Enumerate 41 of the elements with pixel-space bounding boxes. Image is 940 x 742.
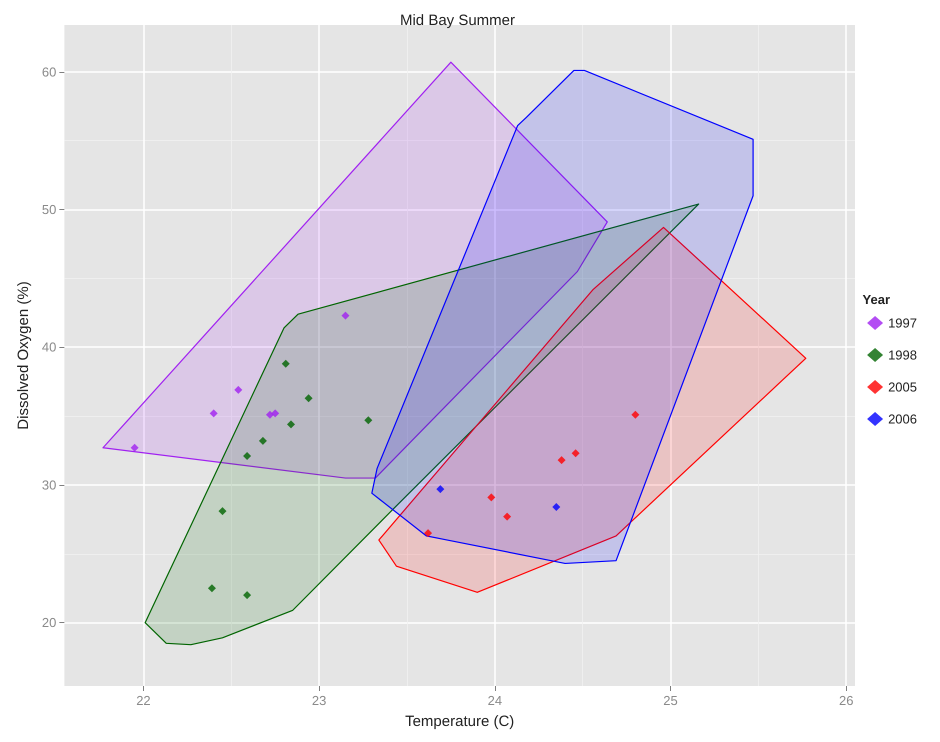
x-tick-label: 22 bbox=[136, 693, 151, 708]
point bbox=[552, 502, 560, 511]
point bbox=[130, 444, 139, 452]
point bbox=[572, 449, 580, 458]
point bbox=[210, 409, 218, 418]
point bbox=[258, 436, 267, 445]
point bbox=[243, 452, 252, 460]
point bbox=[234, 386, 242, 394]
point bbox=[424, 529, 432, 538]
legend-label: 1997 bbox=[888, 316, 917, 330]
point bbox=[341, 312, 350, 320]
chart-title: Mid Bay Summer bbox=[400, 12, 516, 29]
point bbox=[218, 507, 226, 516]
point bbox=[487, 493, 496, 502]
point bbox=[287, 420, 296, 428]
point bbox=[436, 485, 444, 494]
y-tick-label: 60 bbox=[42, 64, 56, 80]
y-tick-label: 50 bbox=[42, 202, 56, 218]
x-tick-label: 23 bbox=[312, 693, 326, 708]
x-tick-label: 24 bbox=[488, 693, 502, 708]
point bbox=[364, 416, 372, 424]
point bbox=[558, 456, 566, 464]
point bbox=[208, 584, 216, 592]
point bbox=[266, 410, 274, 419]
point bbox=[631, 410, 640, 419]
point bbox=[282, 360, 290, 368]
point bbox=[271, 409, 280, 418]
point bbox=[243, 591, 252, 600]
legend-title: Year bbox=[862, 292, 890, 307]
y-tick-label: 30 bbox=[42, 477, 56, 492]
legend-label: 2005 bbox=[888, 380, 917, 394]
legend-label: 1998 bbox=[888, 348, 917, 362]
y-tick-label: 40 bbox=[42, 340, 56, 355]
x-tick-label: 26 bbox=[838, 693, 854, 708]
y-axis-title: Dissolved Oxygen (%) bbox=[15, 281, 32, 430]
point bbox=[304, 394, 313, 402]
point bbox=[503, 512, 512, 521]
x-axis-title: Temperature (C) bbox=[405, 713, 514, 730]
y-tick-label: 20 bbox=[42, 615, 56, 630]
legend-label: 2006 bbox=[888, 412, 917, 426]
x-tick-label: 25 bbox=[663, 693, 678, 708]
